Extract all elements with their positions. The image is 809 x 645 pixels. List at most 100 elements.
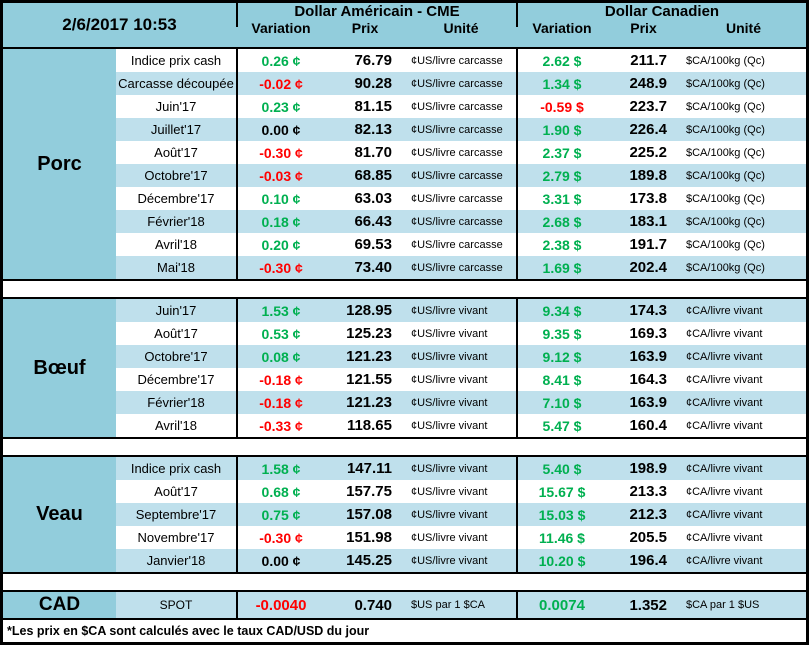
ca-unit: $CA/100kg (Qc) xyxy=(686,215,765,228)
ca-price: 191.7 xyxy=(629,236,667,253)
us-unit: ¢US/livre carcasse xyxy=(411,169,503,182)
table-row: Août'17 0.68 ¢ 157.75 ¢US/livre vivant 15.67… xyxy=(116,480,806,503)
cad-spot-row: SPOT -0.0040 0.740 $US par 1 $CA 0.0074 … xyxy=(116,592,806,618)
cad-variation-header: Variation xyxy=(532,20,592,36)
ca-unit: ¢CA/livre vivant xyxy=(686,350,763,363)
us-unit: ¢US/livre carcasse xyxy=(411,100,503,113)
table-row: Novembre'17 -0.30 ¢ 151.98 ¢US/livre vivant… xyxy=(116,526,806,549)
us-unit: ¢US/livre carcasse xyxy=(411,192,503,205)
us-variation: 0.23 ¢ xyxy=(236,95,324,118)
us-unit: ¢US/livre vivant xyxy=(411,554,488,567)
report-timestamp: 2/6/2017 10:53 xyxy=(62,15,177,34)
ca-variation: 8.41 $ xyxy=(516,368,606,391)
table-row: Juin'17 0.23 ¢ 81.15 ¢US/livre carcasse -0.5… xyxy=(116,95,806,118)
us-price: 90.28 xyxy=(354,75,392,92)
row-label: Juin'17 xyxy=(155,99,197,114)
us-price: 121.55 xyxy=(346,371,392,388)
us-variation: 0.53 ¢ xyxy=(236,322,324,345)
row-label: Février'18 xyxy=(147,395,205,410)
us-unit: ¢US/livre vivant xyxy=(411,304,488,317)
row-label: Janvier'18 xyxy=(146,553,206,568)
table-row: Octobre'17 -0.03 ¢ 68.85 ¢US/livre carcasse… xyxy=(116,164,806,187)
ca-variation: 10.20 $ xyxy=(516,549,606,572)
row-label: Août'17 xyxy=(154,484,198,499)
ca-unit: $CA/100kg (Qc) xyxy=(686,146,765,159)
footnote: *Les prix en $CA sont calculés avec le t… xyxy=(3,620,806,642)
section-gap xyxy=(3,439,806,455)
ca-price: 248.9 xyxy=(629,75,667,92)
us-unit: ¢US/livre vivant xyxy=(411,531,488,544)
ca-unit: $CA/100kg (Qc) xyxy=(686,238,765,251)
cad-header-title: Dollar Canadien xyxy=(604,3,720,20)
us-variation: 0.18 ¢ xyxy=(236,210,324,233)
us-variation: -0.18 ¢ xyxy=(236,391,324,414)
ca-variation: 2.38 $ xyxy=(516,233,606,256)
section-label-cad: CAD xyxy=(3,592,116,618)
ca-variation: 9.12 $ xyxy=(516,345,606,368)
us-variation: 0.68 ¢ xyxy=(236,480,324,503)
table-header: 2/6/2017 10:53 Dollar Américain - CME Va… xyxy=(3,3,806,47)
row-label: Carcasse découpée xyxy=(118,76,234,91)
ca-variation: 5.40 $ xyxy=(516,457,606,480)
ca-price: 213.3 xyxy=(629,483,667,500)
usd-header-title: Dollar Américain - CME xyxy=(294,3,460,20)
ca-price: 205.5 xyxy=(629,529,667,546)
ca-unit: ¢CA/livre vivant xyxy=(686,554,763,567)
table-row: Janvier'18 0.00 ¢ 145.25 ¢US/livre vivant 10… xyxy=(116,549,806,572)
section-porc: Porc Indice prix cash 0.26 ¢ 76.79 ¢US/livre… xyxy=(3,47,806,281)
section-boeuf: Bœuf Juin'17 1.53 ¢ 128.95 ¢US/livre vivant 9… xyxy=(3,297,806,439)
us-price: 121.23 xyxy=(346,394,392,411)
us-price: 73.40 xyxy=(354,259,392,276)
row-label: Indice prix cash xyxy=(130,461,222,476)
ca-variation: 1.34 $ xyxy=(516,72,606,95)
row-label: Juin'17 xyxy=(155,303,197,318)
ca-variation: 2.68 $ xyxy=(516,210,606,233)
us-price: 81.15 xyxy=(354,98,392,115)
section-veau: Veau Indice prix cash 1.58 ¢ 147.11 ¢US/livr… xyxy=(3,455,806,574)
section-label-veau: Veau xyxy=(3,457,116,572)
us-price: 151.98 xyxy=(346,529,392,546)
us-price: 125.23 xyxy=(346,325,392,342)
us-variation: 0.08 ¢ xyxy=(236,345,324,368)
us-variation: 0.75 ¢ xyxy=(236,503,324,526)
us-unit: ¢US/livre carcasse xyxy=(411,215,503,228)
ca-unit: ¢CA/livre vivant xyxy=(686,462,763,475)
cad-us-unit: $US par 1 $CA xyxy=(411,599,485,611)
us-variation: -0.03 ¢ xyxy=(236,164,324,187)
us-price: 82.13 xyxy=(354,121,392,138)
us-variation: -0.30 ¢ xyxy=(236,526,324,549)
us-unit: ¢US/livre carcasse xyxy=(411,123,503,136)
table-row: Carcasse découpée -0.02 ¢ 90.28 ¢US/livre c… xyxy=(116,72,806,95)
us-price: 157.75 xyxy=(346,483,392,500)
ca-unit: ¢CA/livre vivant xyxy=(686,327,763,340)
ca-variation: 1.90 $ xyxy=(516,118,606,141)
us-price: 81.70 xyxy=(354,144,392,161)
us-variation: 1.58 ¢ xyxy=(236,457,324,480)
ca-price: 169.3 xyxy=(629,325,667,342)
us-unit: ¢US/livre carcasse xyxy=(411,238,503,251)
us-variation: 0.26 ¢ xyxy=(236,49,324,72)
us-variation: 0.00 ¢ xyxy=(236,118,324,141)
us-variation: -0.02 ¢ xyxy=(236,72,324,95)
ca-price: 225.2 xyxy=(629,144,667,161)
usd-subheaders: Variation Prix Unité xyxy=(238,20,516,36)
cad-header-group: Dollar Canadien Variation Prix Unité xyxy=(516,3,806,36)
us-price: 147.11 xyxy=(346,460,392,477)
table-row: Indice prix cash 1.58 ¢ 147.11 ¢US/livre vi… xyxy=(116,457,806,480)
ca-variation: 2.62 $ xyxy=(516,49,606,72)
us-unit: ¢US/livre vivant xyxy=(411,327,488,340)
table-row: Août'17 0.53 ¢ 125.23 ¢US/livre vivant 9.35 … xyxy=(116,322,806,345)
us-unit: ¢US/livre vivant xyxy=(411,419,488,432)
us-unit: ¢US/livre vivant xyxy=(411,350,488,363)
ca-unit: $CA/100kg (Qc) xyxy=(686,123,765,136)
table-row: Décembre'17 0.10 ¢ 63.03 ¢US/livre carcasse… xyxy=(116,187,806,210)
row-label: Indice prix cash xyxy=(130,53,222,68)
usd-prix-header: Prix xyxy=(351,20,379,36)
cad-ca-variation: 0.0074 xyxy=(516,592,606,618)
ca-variation: 7.10 $ xyxy=(516,391,606,414)
row-label: Août'17 xyxy=(154,326,198,341)
ca-price: 223.7 xyxy=(629,98,667,115)
us-price: 69.53 xyxy=(354,236,392,253)
us-variation: -0.30 ¢ xyxy=(236,256,324,279)
row-label: Février'18 xyxy=(147,214,205,229)
